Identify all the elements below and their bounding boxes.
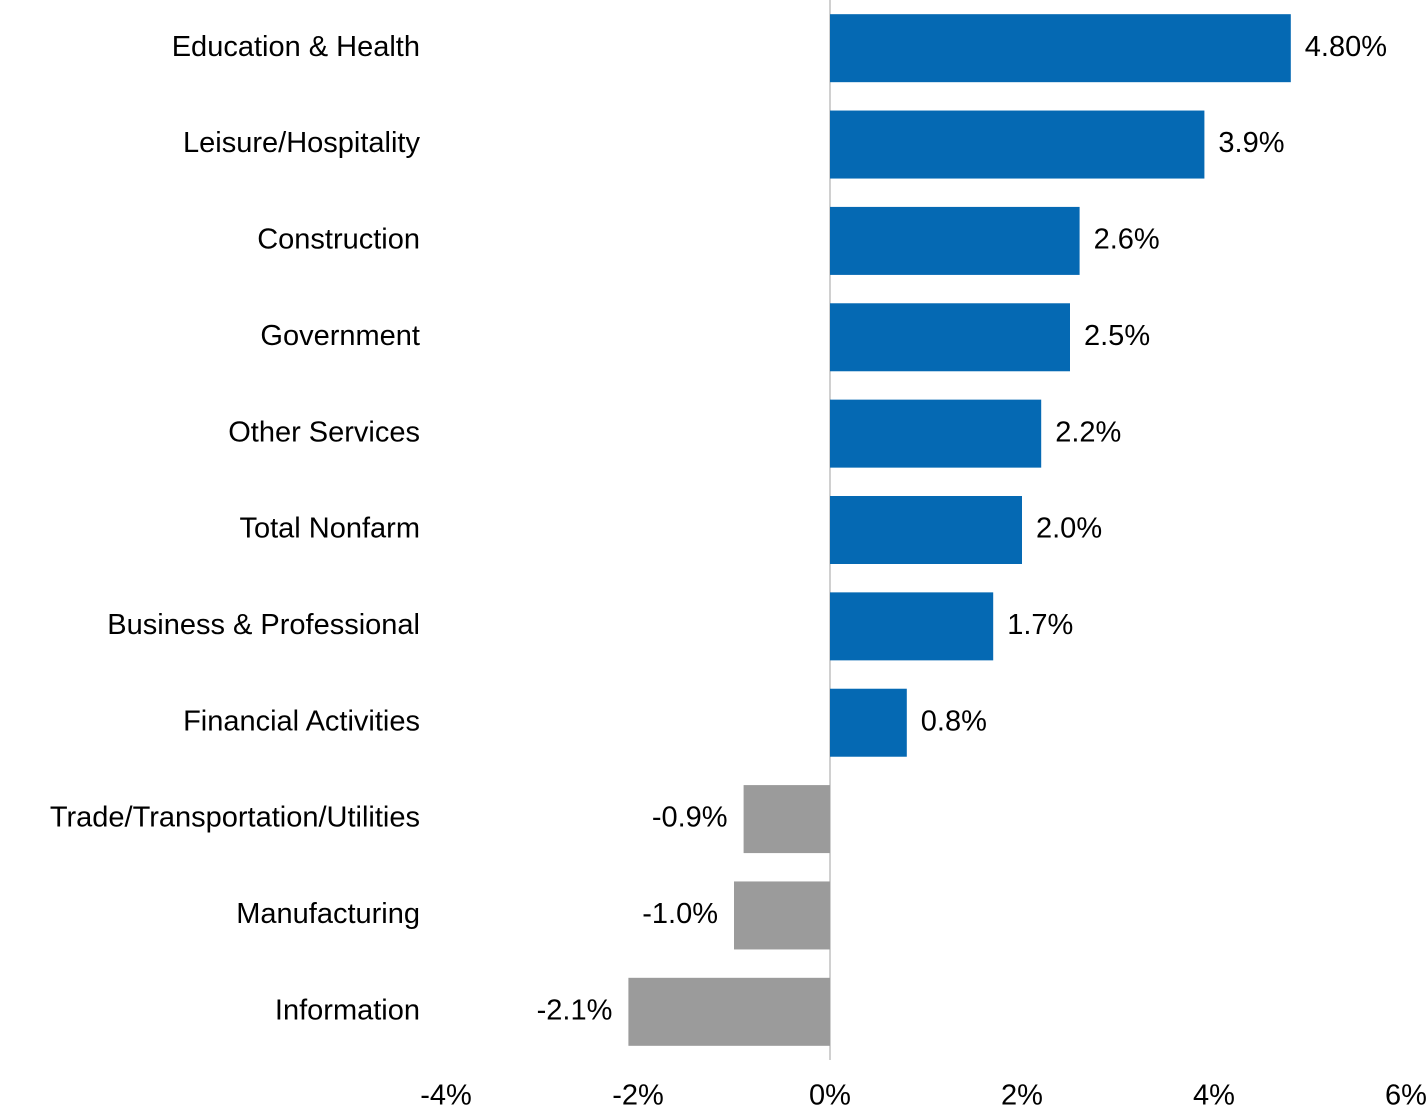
value-label: -1.0% — [642, 898, 718, 930]
value-label: 1.7% — [1007, 609, 1073, 641]
value-label: 3.9% — [1218, 127, 1284, 159]
y-tick-label: Information — [275, 994, 420, 1026]
value-label: -2.1% — [537, 994, 613, 1026]
y-tick-label: Manufacturing — [236, 898, 420, 930]
bar — [830, 592, 994, 661]
bar — [830, 206, 1080, 275]
value-label: 2.6% — [1094, 224, 1160, 256]
y-tick-label: Other Services — [228, 416, 420, 448]
bar — [830, 688, 907, 757]
y-tick-label: Financial Activities — [183, 705, 420, 737]
x-tick-label: 2% — [1001, 1080, 1043, 1112]
bar — [628, 977, 830, 1046]
bar — [830, 110, 1205, 179]
x-tick-label: -4% — [420, 1080, 472, 1112]
x-tick-label: -2% — [612, 1080, 664, 1112]
y-tick-label: Education & Health — [172, 31, 420, 63]
y-tick-label: Leisure/Hospitality — [183, 127, 420, 159]
value-label: -0.9% — [652, 802, 728, 834]
y-tick-label: Business & Professional — [107, 609, 420, 641]
x-tick-label: 6% — [1385, 1080, 1427, 1112]
value-label: 2.0% — [1036, 513, 1102, 545]
value-label: 4.80% — [1305, 31, 1387, 63]
value-label: 2.5% — [1084, 320, 1150, 352]
bar — [830, 14, 1291, 83]
x-tick-label: 0% — [809, 1080, 851, 1112]
bar — [830, 303, 1070, 372]
y-tick-label: Construction — [257, 224, 420, 256]
y-tick-label: Trade/Transportation/Utilities — [50, 802, 420, 834]
bar — [734, 881, 830, 950]
bar — [743, 785, 830, 854]
bar — [830, 399, 1042, 468]
x-tick-label: 4% — [1193, 1080, 1235, 1112]
bar — [830, 496, 1022, 564]
value-label: 0.8% — [921, 705, 987, 737]
y-tick-label: Government — [260, 320, 420, 352]
y-tick-label: Total Nonfarm — [239, 513, 420, 545]
value-label: 2.2% — [1055, 416, 1121, 448]
